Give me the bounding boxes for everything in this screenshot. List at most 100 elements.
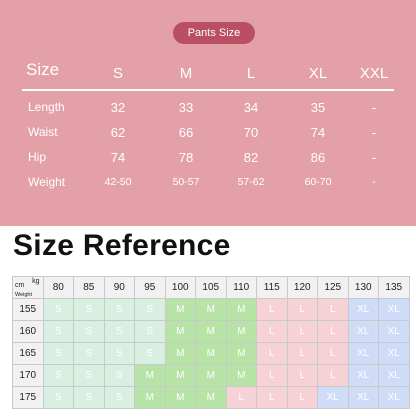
size-cell: L — [256, 364, 288, 387]
size-cell: L — [286, 320, 318, 343]
pants-cell: 32 — [110, 100, 126, 115]
height-header: 155 — [12, 298, 44, 321]
pants-size-header-l: L — [246, 65, 256, 82]
size-cell: M — [225, 298, 257, 321]
size-cell: M — [195, 298, 227, 321]
size-cell: M — [225, 364, 257, 387]
pants-cell: 60-70 — [304, 176, 332, 188]
pants-cell: 70 — [243, 125, 259, 140]
size-cell: L — [286, 364, 318, 387]
weight-header: 105 — [195, 276, 227, 299]
size-cell: M — [195, 320, 227, 343]
size-cell: M — [164, 320, 196, 343]
size-cell: L — [286, 386, 318, 409]
pants-cell: 74 — [310, 125, 326, 140]
pants-cell: 86 — [310, 150, 326, 165]
size-cell: L — [256, 386, 288, 409]
pants-cell: 35 — [310, 100, 326, 115]
size-cell: M — [195, 342, 227, 365]
size-cell: XL — [347, 364, 379, 387]
weight-header: 95 — [134, 276, 166, 299]
corner-weight-label: Weight — [15, 292, 33, 298]
size-cell: S — [103, 342, 135, 365]
pants-cell: - — [371, 150, 377, 165]
size-cell: L — [317, 342, 349, 365]
size-reference-title: Size Reference — [13, 229, 231, 262]
pants-cell: 78 — [178, 150, 194, 165]
weight-header: 115 — [256, 276, 288, 299]
grid-row: 170 S S S M M M M L L L XL XL — [12, 364, 410, 387]
pants-cell: 42-50 — [104, 176, 132, 188]
weight-header: 120 — [286, 276, 318, 299]
height-header: 175 — [12, 386, 44, 409]
size-cell: L — [317, 364, 349, 387]
size-cell: S — [134, 320, 166, 343]
corner-kg-label: kg — [32, 278, 40, 285]
pants-cell: - — [371, 100, 377, 115]
corner-cm-label: cm — [15, 282, 25, 289]
grid-header-row: kg cm Weight 80 85 90 95 100 105 110 115 120 125 130 1… — [12, 276, 410, 299]
size-cell: M — [164, 364, 196, 387]
size-cell: XL — [347, 320, 379, 343]
pants-cell: 66 — [178, 125, 194, 140]
grid-row: 155 S S S S M M M L L L XL XL — [12, 298, 410, 321]
size-cell: XL — [378, 320, 410, 343]
weight-header: 125 — [317, 276, 349, 299]
size-cell: L — [256, 298, 288, 321]
grid-corner: kg cm Weight — [12, 276, 44, 299]
size-cell: S — [73, 386, 105, 409]
size-cell: S — [42, 342, 74, 365]
pants-cell: 33 — [178, 100, 194, 115]
pants-cell: - — [371, 125, 377, 140]
pants-cell: 34 — [243, 100, 259, 115]
pants-size-panel: Pants Size Size S M L XL XXL Length 32 33 34 35 - Wa… — [0, 0, 416, 226]
size-cell: S — [103, 298, 135, 321]
pants-size-header-m: M — [179, 65, 193, 82]
size-cell: S — [73, 298, 105, 321]
pants-size-header-s: S — [112, 65, 124, 82]
size-cell: M — [195, 364, 227, 387]
size-cell: S — [134, 342, 166, 365]
size-cell: S — [73, 364, 105, 387]
size-reference-grid: kg cm Weight 80 85 90 95 100 105 110 115 120 125 130 1… — [12, 276, 410, 409]
weight-header: 90 — [103, 276, 135, 299]
size-cell: S — [73, 320, 105, 343]
size-cell: M — [164, 342, 196, 365]
size-cell: XL — [347, 386, 379, 409]
size-cell: L — [286, 342, 318, 365]
height-header: 170 — [12, 364, 44, 387]
grid-row: 160 S S S S M M M L L L XL XL — [12, 320, 410, 343]
size-cell: S — [103, 320, 135, 343]
size-cell: S — [73, 342, 105, 365]
size-cell: L — [225, 386, 257, 409]
size-cell: XL — [378, 364, 410, 387]
size-cell: L — [256, 320, 288, 343]
size-cell: M — [195, 386, 227, 409]
size-cell: L — [317, 298, 349, 321]
pants-header-label: Size — [26, 60, 60, 79]
size-cell: M — [134, 386, 166, 409]
pants-cell: - — [372, 176, 376, 188]
size-cell: M — [225, 342, 257, 365]
size-cell: S — [134, 298, 166, 321]
size-cell: S — [42, 386, 74, 409]
pants-cell: 57-62 — [237, 176, 265, 188]
size-cell: XL — [317, 386, 349, 409]
height-header: 165 — [12, 342, 44, 365]
size-cell: S — [103, 364, 135, 387]
size-cell: L — [256, 342, 288, 365]
weight-header: 100 — [164, 276, 196, 299]
weight-header: 135 — [378, 276, 410, 299]
pants-row-label: Waist — [28, 125, 58, 139]
size-cell: L — [286, 298, 318, 321]
size-cell: S — [42, 298, 74, 321]
pants-row-label: Hip — [28, 150, 47, 164]
size-cell: S — [42, 320, 74, 343]
size-cell: M — [164, 298, 196, 321]
size-cell: S — [42, 364, 74, 387]
size-cell: XL — [378, 386, 410, 409]
size-cell: S — [103, 386, 135, 409]
weight-header: 130 — [347, 276, 379, 299]
weight-header: 110 — [225, 276, 257, 299]
pants-cell: 50-57 — [172, 176, 200, 188]
